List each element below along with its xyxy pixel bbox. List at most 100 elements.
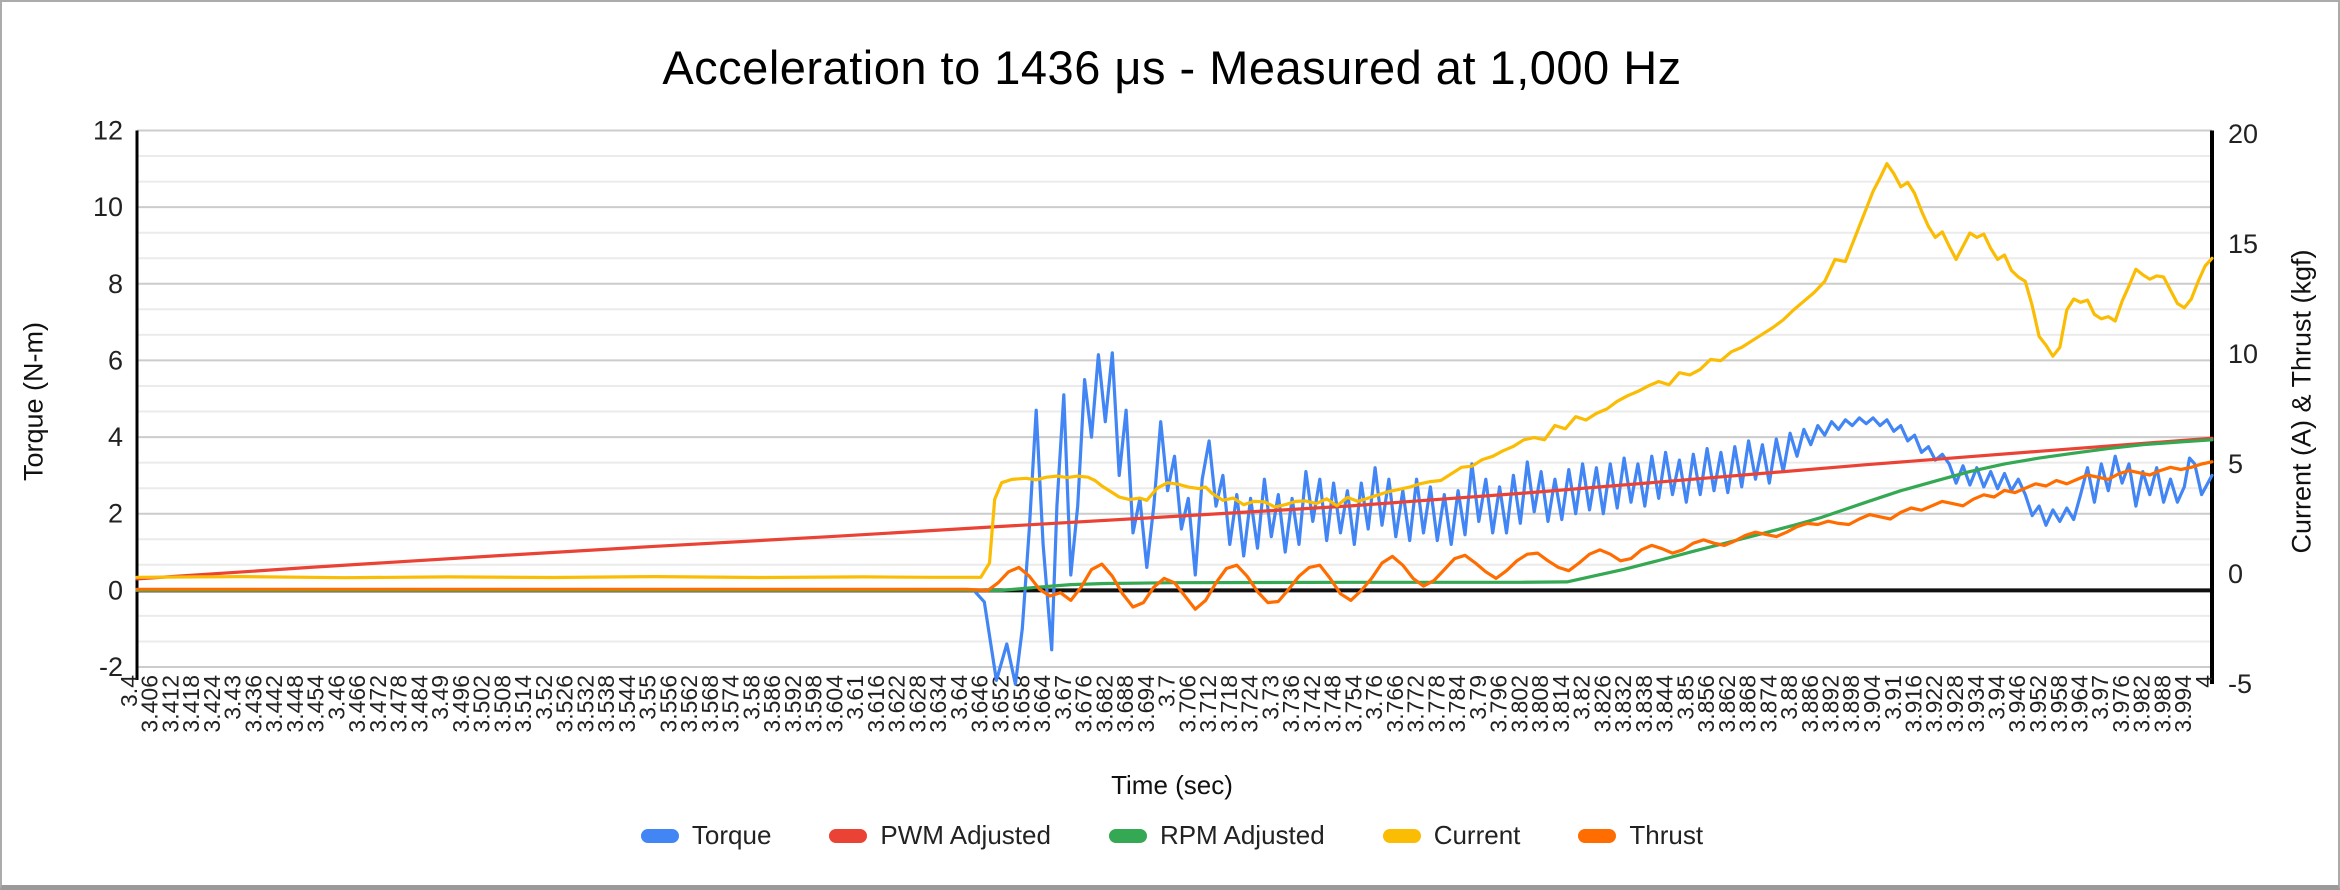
x-axis-tick-label: 3.964 (2067, 675, 2093, 733)
x-axis-tick-label: 3.868 (1735, 675, 1761, 733)
x-axis-tick-label: 3.502 (469, 675, 495, 733)
x-axis-tick-label: 3.886 (1797, 675, 1823, 733)
legend-swatch-rpm-adjusted (1108, 828, 1147, 843)
x-axis-tick-label: 3.55 (635, 675, 661, 720)
x-axis-tick-label: 3.514 (510, 675, 536, 733)
x-axis-tick-label: 3.58 (739, 675, 765, 720)
x-axis-tick-label: 3.67 (1050, 675, 1076, 720)
x-axis-tick-label: 3.982 (2129, 675, 2155, 733)
x-axis-tick-label: 3.604 (822, 675, 848, 733)
x-axis-tick-label: 3.754 (1340, 675, 1366, 733)
right-axis-tick-label: -5 (2228, 669, 2252, 699)
chart-title: Acceleration to 1436 μs - Measured at 1,… (662, 41, 1682, 94)
legend-swatch-thrust (1578, 828, 1617, 843)
legend-label-pwm-adjusted: PWM Adjusted (880, 820, 1051, 850)
x-axis-tick-label: 3.442 (261, 675, 287, 733)
left-axis-tick-label: 8 (108, 269, 123, 299)
x-axis-tick-label: 3.838 (1631, 675, 1657, 733)
x-axis-tick-label: 3.538 (593, 675, 619, 733)
series-line-thrust (135, 460, 2214, 611)
legend-label-rpm-adjusted: RPM Adjusted (1159, 820, 1325, 850)
x-axis-tick-label: 3.76 (1361, 675, 1387, 720)
x-axis-tick-label: 3.874 (1755, 675, 1781, 733)
x-axis-tick-label: 3.556 (656, 675, 682, 733)
legend-item-rpm-adjusted[interactable]: RPM Adjusted (1108, 820, 1325, 851)
left-axis-title: Torque (N-m) (18, 321, 49, 482)
legend-item-pwm-adjusted[interactable]: PWM Adjusted (829, 820, 1051, 851)
x-axis-tick-label: 3.862 (1714, 675, 1740, 733)
x-axis-tick-label: 3.91 (1880, 675, 1906, 720)
x-axis-tick-label: 3.766 (1382, 675, 1408, 733)
x-axis-tick-label: 3.652 (988, 675, 1014, 733)
x-axis-tick-label: 3.898 (1838, 675, 1864, 733)
x-axis-tick-label: 3.664 (1029, 675, 1055, 733)
right-axis-tick-label: 10 (2228, 339, 2258, 369)
right-axis-tick-label: 5 (2228, 449, 2243, 479)
x-axis-tick-label: 3.418 (178, 675, 204, 733)
x-axis-tick-label: 3.778 (1423, 675, 1449, 733)
x-axis-tick-label: 3.916 (1901, 675, 1927, 733)
x-axis-tick-label: 3.742 (1299, 675, 1325, 733)
x-axis-tick-label: 3.856 (1693, 675, 1719, 733)
legend-swatch-torque (640, 828, 679, 843)
x-axis-tick-label: 3.844 (1652, 675, 1678, 733)
chart-legend: Torque PWM Adjusted RPM Adjusted Current Thr… (2, 820, 2338, 851)
x-axis-tick-label: 3.928 (1942, 675, 1968, 733)
x-axis-tick-label: 3.976 (2108, 675, 2134, 733)
series-line-current (135, 162, 2214, 580)
series-line-pwm-adjusted (135, 436, 2214, 581)
left-axis-tick-label: 2 (108, 499, 123, 529)
legend-item-thrust[interactable]: Thrust (1578, 820, 1703, 851)
right-axis-tick-label: 0 (2228, 559, 2243, 589)
x-axis-tick-label: 3.472 (365, 675, 391, 733)
x-axis-tick-label: 3.574 (718, 675, 744, 733)
x-axis-tick-label: 3.712 (1195, 675, 1221, 733)
legend-label-torque: Torque (691, 820, 772, 850)
x-axis-title: Time (sec) (1111, 770, 1233, 800)
x-axis-tick-label: 3.544 (614, 675, 640, 733)
legend-label-thrust: Thrust (1629, 820, 1704, 850)
x-axis-tick-label: 3.718 (1216, 675, 1242, 733)
legend-swatch-current (1382, 828, 1421, 843)
x-axis-tick-label: 3.988 (2150, 675, 2176, 733)
right-axis-tick-label: 15 (2228, 229, 2258, 259)
x-axis-tick-label: 3.796 (1486, 675, 1512, 733)
x-axis-tick-label: 3.79 (1465, 675, 1491, 720)
x-axis-tick-label: 3.724 (1237, 675, 1263, 733)
x-axis-tick-label: 3.61 (842, 675, 868, 720)
x-axis-tick-label: 3.826 (1589, 675, 1615, 733)
x-axis-tick-label: 3.4 (116, 675, 142, 707)
x-axis-tick-label: 3.706 (1174, 675, 1200, 733)
x-axis-tick-label: 3.622 (884, 675, 910, 733)
x-axis-tick-label: 3.994 (2170, 675, 2196, 733)
x-axis-tick-label: 3.478 (386, 675, 412, 733)
x-axis-tick-label: 3.466 (344, 675, 370, 733)
x-axis-tick-label: 3.808 (1527, 675, 1553, 733)
x-axis-tick-label: 3.958 (2046, 675, 2072, 733)
x-axis-tick-label: 3.616 (863, 675, 889, 733)
x-axis-tick-label: 3.736 (1278, 675, 1304, 733)
series-line-torque (135, 351, 2214, 686)
x-axis-tick-label: 3.748 (1320, 675, 1346, 733)
x-axis-tick-label: 3.97 (2087, 675, 2113, 720)
x-axis-tick-label: 3.454 (303, 675, 329, 733)
x-axis-tick-label: 3.892 (1818, 675, 1844, 733)
x-axis-tick-label: 3.634 (925, 675, 951, 733)
legend-item-current[interactable]: Current (1382, 820, 1520, 851)
legend-item-torque[interactable]: Torque (640, 820, 772, 851)
left-axis-tick-label: 0 (108, 575, 123, 605)
x-axis-tick-label: 3.46 (324, 675, 350, 720)
x-axis-tick-label: 3.532 (573, 675, 599, 733)
x-axis-tick-label: 3.73 (1257, 675, 1283, 720)
x-axis-tick-label: 3.904 (1859, 675, 1885, 733)
x-axis-tick-label: 3.946 (2004, 675, 2030, 733)
x-axis-tick-label: 3.628 (905, 675, 931, 733)
x-axis-tick-label: 3.934 (1963, 675, 1989, 733)
left-axis-tick-label: 4 (108, 422, 123, 452)
left-axis-tick-label: -2 (99, 652, 123, 682)
x-axis-tick-label: 3.49 (427, 675, 453, 720)
x-axis-tick-label: 3.658 (1008, 675, 1034, 733)
x-axis-tick-label: 3.88 (1776, 675, 1802, 720)
x-axis-tick-label: 3.484 (407, 675, 433, 733)
